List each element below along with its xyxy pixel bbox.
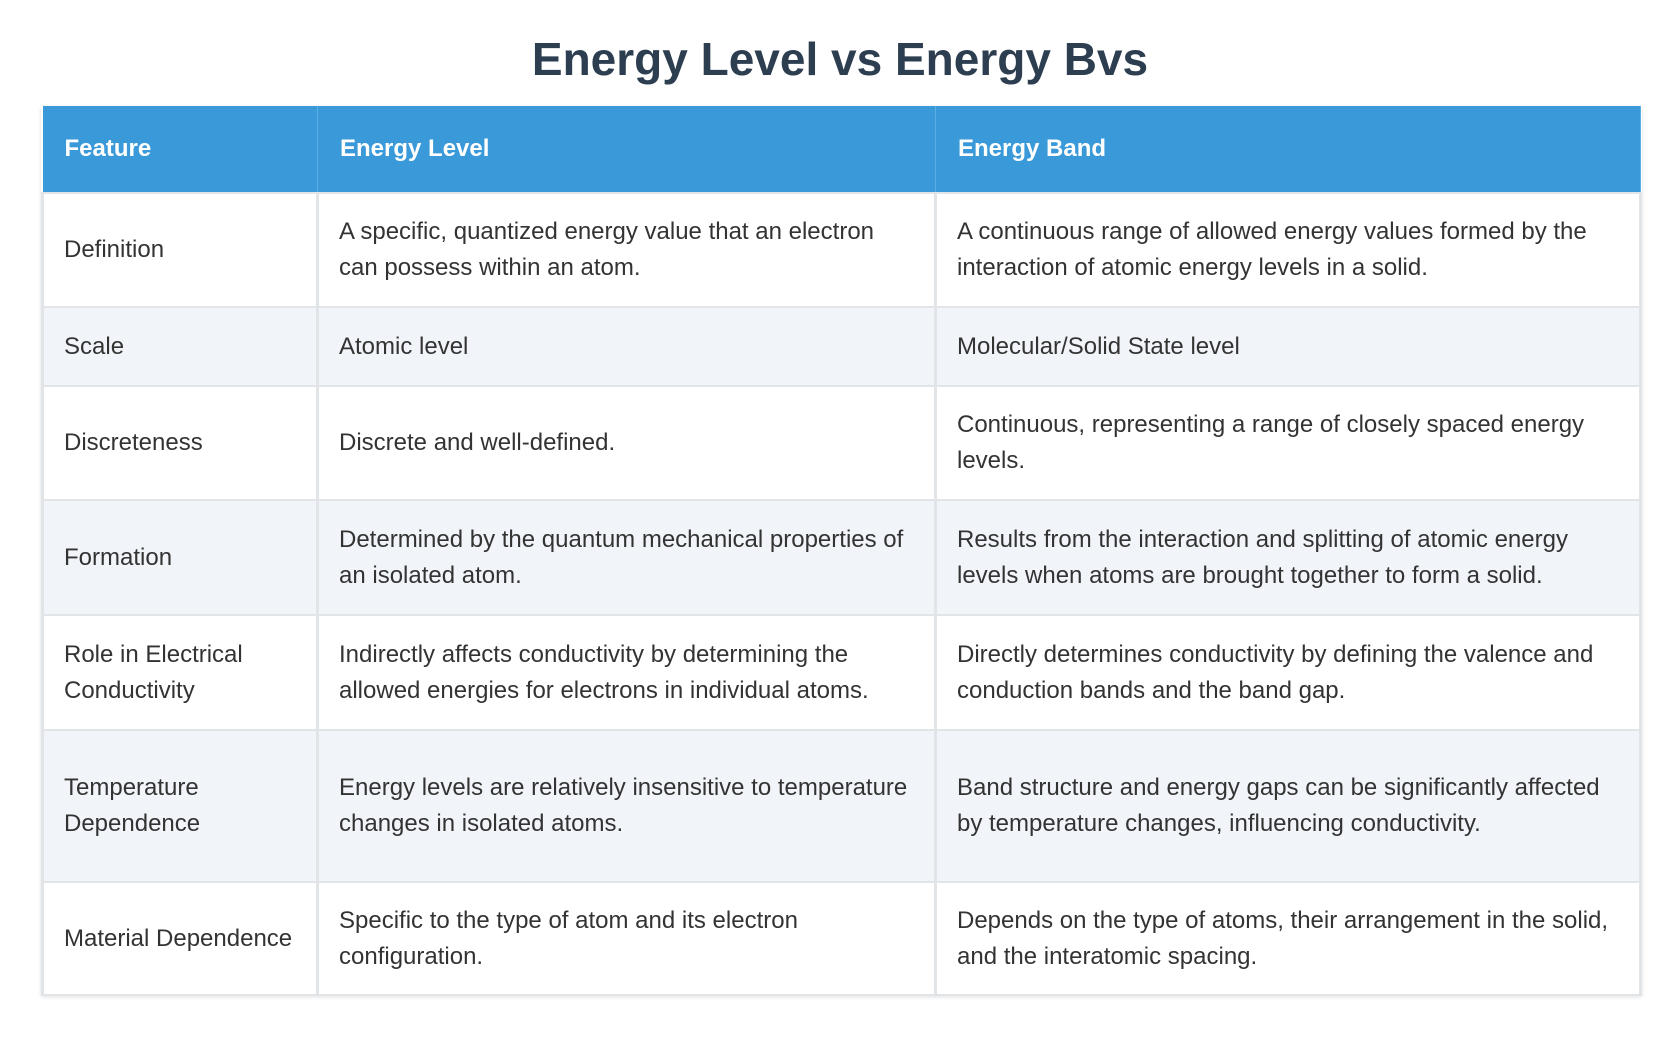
page-title: Energy Level vs Energy Bvs [531,33,1149,85]
table-row: Temperature Dependence Energy levels are … [41,729,1642,883]
table-cell: Role in Electrical Conductivity [41,614,319,731]
table-cell: Specific to the type of atom and its ele… [316,881,937,996]
table-row: Material Dependence Specific to the type … [41,881,1642,996]
table-cell: Definition [41,192,319,308]
table-row: Formation Determined by the quantum mecha… [41,499,1642,616]
table-cell: A specific, quantized energy value that … [316,192,937,308]
table-cell: A continuous range of allowed energy val… [934,192,1642,308]
table-cell: Atomic level [316,306,937,387]
table-cell: Discrete and well-defined. [316,385,937,501]
table-row: Definition A specific, quantized energy v… [41,192,1642,308]
table-cell: Directly determines conductivity by defi… [934,614,1642,731]
header-cell: Feature [42,106,318,193]
header-cell: Energy Level [317,106,936,193]
table-cell: Determined by the quantum mechanical pro… [316,499,937,616]
header-row: Feature Energy Level Energy Band [42,106,1641,193]
table-cell: Material Dependence [41,881,319,996]
table-cell: Depends on the type of atoms, their arra… [934,881,1642,996]
table-cell: Energy levels are relatively insensitive… [316,729,937,883]
table-row: Discreteness Discrete and well-defined. Co… [41,385,1642,501]
table-cell: Indirectly affects conductivity by deter… [316,614,937,731]
table-row: Role in Electrical Conductivity Indirectl… [41,614,1642,731]
table-row: Scale Atomic level Molecular/Solid State l… [41,306,1642,387]
table-cell: Scale [41,306,319,387]
table-cell: Continuous, representing a range of clos… [934,385,1642,501]
table-cell: Results from the interaction and splitti… [934,499,1642,616]
table-cell: Formation [41,499,319,616]
header-cell: Energy Band [935,106,1641,193]
table-cell: Temperature Dependence [41,729,319,883]
comparison-table: Feature Energy Level Energy Band Definitio… [41,106,1642,996]
table-cell: Discreteness [41,385,319,501]
table-cell: Molecular/Solid State level [934,306,1642,387]
table-cell: Band structure and energy gaps can be si… [934,729,1642,883]
